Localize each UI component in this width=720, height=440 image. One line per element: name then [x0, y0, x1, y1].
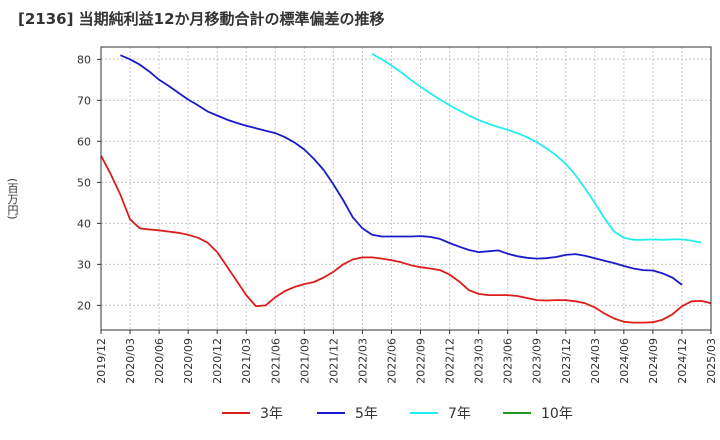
x-tick-label: 2020/06 — [153, 338, 166, 384]
y-tick-label: 60 — [77, 135, 91, 148]
x-tick-label: 2023/06 — [502, 338, 515, 384]
x-tick-label: 2024/12 — [676, 338, 689, 384]
legend-label: 3年 — [260, 406, 283, 422]
grid-lines — [100, 47, 712, 330]
x-tick-label: 2022/06 — [385, 338, 398, 384]
x-tick-label: 2022/12 — [444, 338, 457, 384]
x-tick-label: 2021/06 — [269, 338, 282, 384]
y-tick-label: 20 — [77, 299, 91, 312]
x-tick-label: 2024/03 — [589, 338, 602, 384]
legend-label: 10年 — [541, 406, 573, 422]
x-tick-label: 2024/09 — [647, 338, 660, 384]
plot-frame — [100, 46, 712, 331]
x-tick-label: 2021/09 — [298, 338, 311, 384]
x-tick-label: 2020/12 — [211, 338, 224, 384]
x-tick-label: 2023/03 — [473, 338, 486, 384]
legend-label: 5年 — [355, 406, 378, 422]
x-tick-label: 2023/09 — [531, 338, 544, 384]
series-line-3年 — [100, 155, 712, 324]
series-line-7年 — [371, 53, 702, 244]
y-ticks: 20 30 40 50 60 70 80 — [77, 53, 101, 312]
x-tick-label: 2025/03 — [705, 338, 718, 384]
legend-label: 7年 — [448, 406, 471, 422]
x-tick-label: 2022/03 — [356, 338, 369, 384]
x-tick-label: 2021/12 — [327, 338, 340, 384]
x-tick-label: 2022/09 — [415, 338, 428, 384]
x-tick-label: 2020/09 — [182, 338, 195, 384]
x-ticks: 2019/12 2020/03 2020/06 2020/09 2020/12 2021/… — [95, 330, 718, 384]
x-tick-label: 2019/12 — [95, 338, 108, 384]
y-tick-label: 80 — [77, 53, 91, 66]
x-tick-label: 2021/03 — [240, 338, 253, 384]
y-tick-label: 50 — [77, 176, 91, 189]
x-tick-label: 2020/03 — [124, 338, 137, 384]
x-tick-label: 2023/12 — [560, 338, 573, 384]
series-lines — [100, 53, 712, 324]
y-tick-label: 70 — [77, 94, 91, 107]
y-tick-label: 40 — [77, 217, 91, 230]
x-tick-label: 2024/06 — [618, 338, 631, 384]
series-line-5年 — [120, 54, 683, 286]
y-axis-label: (百万円) — [6, 178, 19, 220]
chart-title: [2136] 当期純利益12か月移動合計の標準偏差の推移 — [18, 10, 385, 28]
legend: 3年 5年 7年 10年 — [222, 406, 573, 422]
y-tick-label: 30 — [77, 258, 91, 271]
